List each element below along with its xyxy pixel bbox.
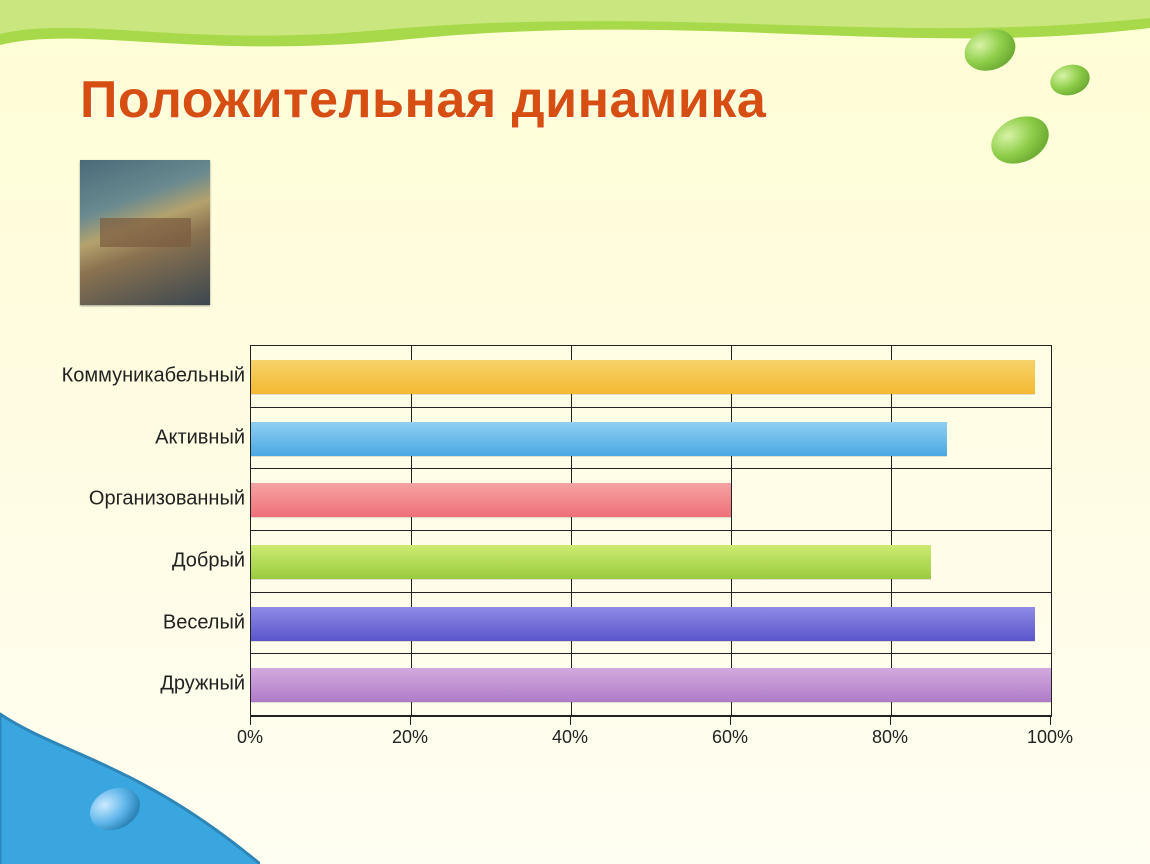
- decor-droplet-bottom-left: [80, 774, 150, 844]
- chart: Коммуникабельный Активный Организованный До…: [50, 345, 1090, 765]
- x-tick-label: 0%: [237, 727, 263, 748]
- x-tick-label: 100%: [1027, 727, 1073, 748]
- classroom-photo: [80, 160, 210, 305]
- chart-bar: [251, 545, 931, 579]
- slide: Положительная динамика Коммуникабельный А…: [0, 0, 1150, 864]
- chart-bar: [251, 422, 947, 456]
- y-axis-label: Организованный: [50, 488, 245, 511]
- y-axis-label: Добрый: [50, 549, 245, 572]
- x-tick-label: 80%: [872, 727, 908, 748]
- x-tick-label: 40%: [552, 727, 588, 748]
- x-tick-label: 20%: [392, 727, 428, 748]
- x-tick: [410, 717, 411, 725]
- decor-droplets-top-right: [930, 10, 1130, 190]
- chart-bar: [251, 483, 731, 517]
- y-axis-label: Веселый: [50, 611, 245, 634]
- chart-bar: [251, 360, 1035, 394]
- chart-bar: [251, 607, 1035, 641]
- x-tick: [890, 717, 891, 725]
- x-tick: [1050, 717, 1051, 725]
- decor-top-band: [0, 0, 1150, 60]
- slide-title: Положительная динамика: [80, 70, 766, 130]
- chart-bar: [251, 668, 1051, 702]
- y-axis-label: Дружный: [50, 673, 245, 696]
- x-tick: [250, 717, 251, 725]
- x-tick: [730, 717, 731, 725]
- x-tick: [570, 717, 571, 725]
- y-axis-label: Активный: [50, 426, 245, 449]
- x-tick-label: 60%: [712, 727, 748, 748]
- y-axis-label: Коммуникабельный: [50, 364, 245, 387]
